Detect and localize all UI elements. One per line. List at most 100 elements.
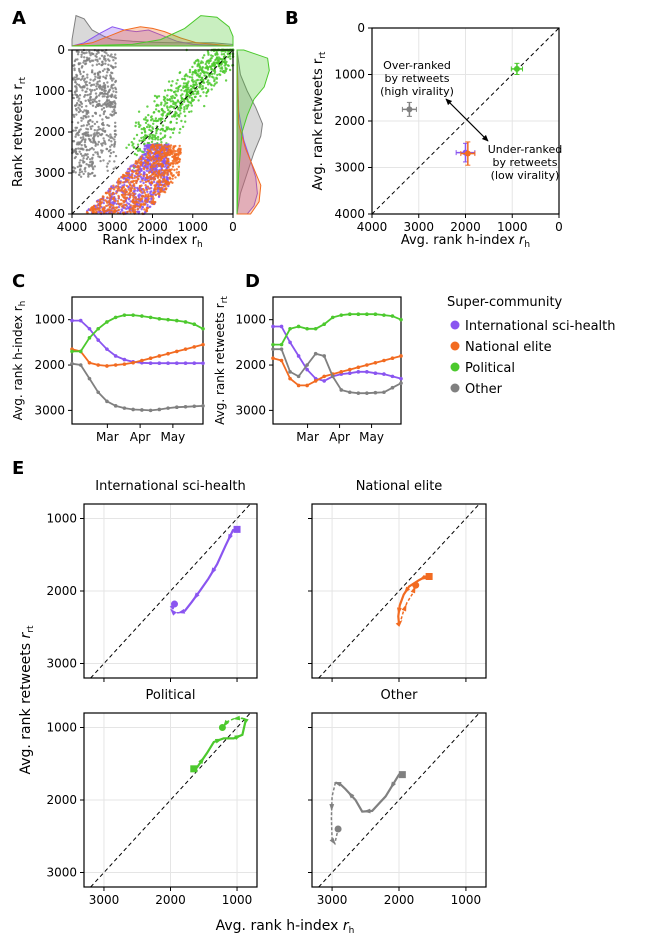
scatter-point	[143, 142, 146, 145]
trajectory-end-marker	[170, 600, 178, 608]
series-other	[70, 361, 205, 413]
scatter-point	[104, 142, 107, 146]
scatter-point	[107, 124, 111, 128]
scatter-point	[131, 194, 135, 197]
scatter-point	[148, 137, 151, 140]
scatter-point	[143, 153, 146, 156]
scatter-point	[141, 205, 144, 209]
y-axis-label-subscript: rt	[18, 77, 28, 85]
scatter-point	[144, 118, 147, 121]
scatter-point	[74, 126, 77, 129]
scatter-point	[171, 95, 174, 98]
scatter-point	[141, 200, 144, 203]
axes-frame	[272, 296, 402, 425]
scatter-point	[110, 95, 113, 98]
scatter-point	[102, 159, 105, 162]
scatter-point	[87, 172, 90, 175]
scatter-point	[126, 202, 129, 205]
scatter-point	[80, 124, 83, 128]
subplot-other: Other 3000 2000 1000	[308, 688, 487, 907]
scatter-point	[201, 61, 204, 64]
series-point	[373, 312, 378, 317]
scatter-point	[78, 150, 81, 153]
scatter-point	[157, 162, 160, 165]
scatter-point	[86, 58, 89, 61]
scatter-point	[153, 175, 156, 178]
scatter-point	[206, 68, 210, 71]
scatter-point	[76, 95, 80, 98]
scatter-point	[227, 64, 230, 68]
scatter-point	[160, 108, 163, 111]
scatter-point	[101, 118, 104, 121]
scatter-point	[155, 145, 159, 148]
series-point	[339, 388, 344, 392]
scatter-point	[146, 167, 149, 170]
scatter-point	[113, 56, 116, 59]
scatter-point	[163, 155, 167, 158]
scatter-point	[207, 59, 210, 62]
scatter-point	[93, 100, 97, 103]
scatter-point	[77, 141, 81, 144]
scatter-point	[100, 87, 104, 91]
scatter-point	[172, 102, 175, 106]
trajectory-arrow	[198, 756, 205, 765]
scatter-point	[131, 144, 134, 147]
scatter-point	[77, 83, 81, 87]
scatter-point	[179, 94, 183, 97]
series-point	[373, 371, 378, 376]
series-point	[148, 315, 153, 320]
panel-label-b: B	[285, 8, 299, 29]
scatter-point	[139, 189, 142, 192]
scatter-point	[109, 104, 113, 107]
scatter-point	[109, 145, 112, 148]
series-point	[175, 349, 179, 354]
scatter-point	[171, 80, 174, 83]
scatter-point	[211, 55, 214, 58]
scatter-point	[155, 137, 158, 140]
x-tick-label: 0	[229, 220, 237, 234]
scatter-point	[104, 76, 107, 80]
series-point	[390, 314, 395, 318]
scatter-point	[120, 189, 123, 192]
scatter-point	[75, 76, 78, 79]
scatter-point	[153, 111, 156, 114]
scatter-point	[102, 208, 106, 211]
scatter-point	[186, 81, 189, 85]
scatter-point	[84, 131, 88, 134]
series-point	[105, 347, 109, 351]
scatter-point	[173, 168, 176, 172]
trajectory-line-late	[330, 782, 339, 846]
scatter-point	[76, 121, 80, 124]
x-tick-label: 2000	[137, 220, 168, 234]
scatter-point	[91, 101, 94, 104]
scatter-point	[80, 66, 84, 69]
series-point	[70, 318, 74, 323]
scatter-point	[149, 147, 153, 150]
scatter-point	[124, 180, 127, 183]
scatter-point	[129, 194, 132, 197]
scatter-point	[74, 80, 77, 84]
scatter-point	[133, 192, 136, 196]
scatter-point	[113, 206, 116, 209]
scatter-point	[170, 89, 173, 92]
diagonal-line	[371, 27, 560, 215]
legend: Super-community International sci-health…	[447, 295, 615, 397]
scatter-point	[183, 100, 186, 104]
scatter-point	[129, 175, 132, 179]
scatter-point	[164, 148, 167, 151]
scatter-point	[141, 150, 144, 153]
scatter-point	[163, 144, 166, 147]
scatter-point	[115, 206, 119, 209]
scatter-point	[95, 63, 99, 66]
scatter-point	[140, 131, 144, 135]
scatter-point	[174, 176, 177, 179]
scatter-point	[98, 99, 101, 103]
scatter-point	[88, 161, 92, 164]
scatter-point	[131, 208, 134, 212]
scatter-point	[135, 200, 139, 204]
virality-arrow	[445, 98, 489, 142]
scatter-point	[162, 98, 166, 102]
scatter-point	[146, 190, 149, 193]
scatter-point	[99, 149, 103, 152]
scatter-point	[176, 78, 179, 82]
